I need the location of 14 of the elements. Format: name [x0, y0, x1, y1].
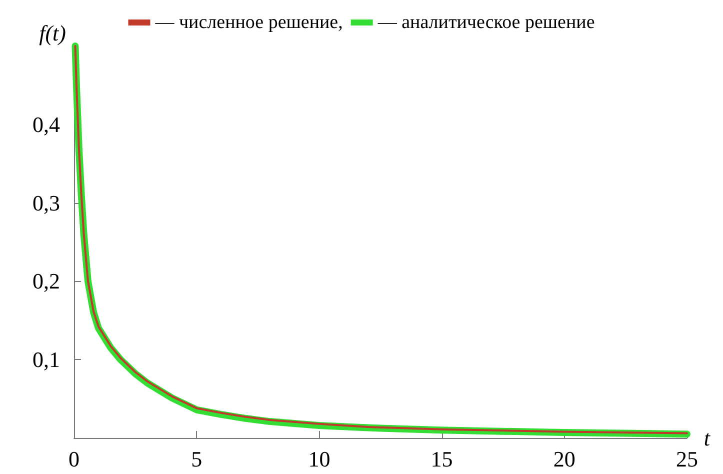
legend-label: — аналитическое решение	[376, 12, 595, 33]
x-tick-label: 20	[553, 446, 576, 472]
x-tick-label: 10	[308, 446, 330, 472]
y-tick-label: 0,4	[32, 112, 60, 137]
x-tick-label: 0	[68, 446, 80, 472]
y-tick-label: 0,1	[32, 347, 60, 372]
x-tick-label: 5	[191, 446, 202, 472]
legend-label: — численное решение,	[154, 12, 343, 33]
x-tick-label: 15	[430, 446, 453, 472]
y-axis-title: f(t)	[39, 20, 66, 46]
y-tick-label: 0,3	[32, 190, 60, 216]
y-tick-label: 0,2	[32, 268, 60, 294]
x-tick-label: 25	[676, 446, 698, 472]
x-axis-title: t	[704, 426, 711, 450]
